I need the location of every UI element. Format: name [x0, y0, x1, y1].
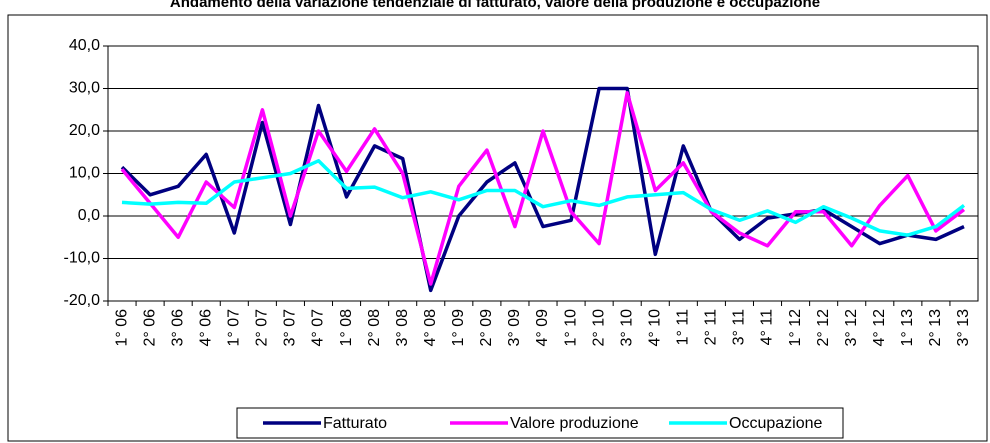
x-tick-label: 4° 06	[197, 309, 214, 347]
x-tick-label: 3° 12	[843, 309, 860, 347]
x-tick-label: 2° 06	[141, 309, 158, 347]
x-tick-label: 4° 07	[310, 309, 327, 347]
x-tick-label: 2° 12	[815, 309, 832, 347]
y-tick-label: 10,0	[69, 165, 100, 182]
x-tick-label: 1° 07	[226, 309, 243, 347]
x-tick-label: 2° 11	[703, 309, 720, 345]
x-tick-label: 4° 10	[646, 309, 663, 347]
x-tick-label: 4° 11	[759, 309, 776, 345]
legend-label: Fatturato	[323, 415, 387, 432]
chart-frame	[7, 14, 988, 442]
chart-title: Andamento della variazione tendenziale d…	[170, 0, 820, 11]
x-tick-label: 1° 13	[899, 309, 916, 347]
y-tick-label: -20,0	[64, 292, 101, 309]
legend-label: Occupazione	[729, 415, 822, 432]
series-line	[120, 91, 966, 286]
x-tick-label: 1° 08	[338, 309, 355, 347]
x-tick-label: 4° 08	[422, 309, 439, 347]
x-tick-label: 2° 08	[366, 309, 383, 347]
legend-box	[236, 407, 844, 439]
y-tick-label: 20,0	[69, 122, 100, 139]
y-tick-label: 30,0	[69, 80, 100, 97]
y-tick-label: 40,0	[69, 37, 100, 54]
x-tick-label: 4° 12	[871, 309, 888, 347]
x-tick-label: 3° 09	[506, 309, 523, 347]
x-tick-label: 3° 11	[731, 309, 748, 345]
x-tick-label: 2° 10	[590, 309, 607, 347]
x-tick-label: 1° 11	[675, 309, 692, 345]
x-tick-label: 4° 09	[534, 309, 551, 347]
x-tick-label: 2° 07	[254, 309, 271, 347]
x-tick-label: 3° 13	[955, 309, 972, 347]
x-tick-label: 1° 09	[450, 309, 467, 347]
x-tick-label: 1° 06	[113, 309, 130, 347]
x-tick-label: 2° 09	[478, 309, 495, 347]
y-tick-label: 0,0	[78, 207, 100, 224]
x-tick-label: 3° 07	[282, 309, 299, 347]
y-tick-label: -10,0	[64, 250, 101, 267]
series-line	[120, 86, 965, 293]
x-tick-label: 3° 08	[394, 309, 411, 347]
x-tick-label: 2° 13	[927, 309, 944, 347]
series-line	[121, 159, 966, 237]
x-tick-label: 1° 10	[562, 309, 579, 347]
legend-label: Valore produzione	[510, 415, 639, 432]
x-tick-label: 3° 06	[169, 309, 186, 347]
x-tick-label: 1° 12	[787, 309, 804, 347]
x-tick-label: 3° 10	[618, 309, 635, 347]
